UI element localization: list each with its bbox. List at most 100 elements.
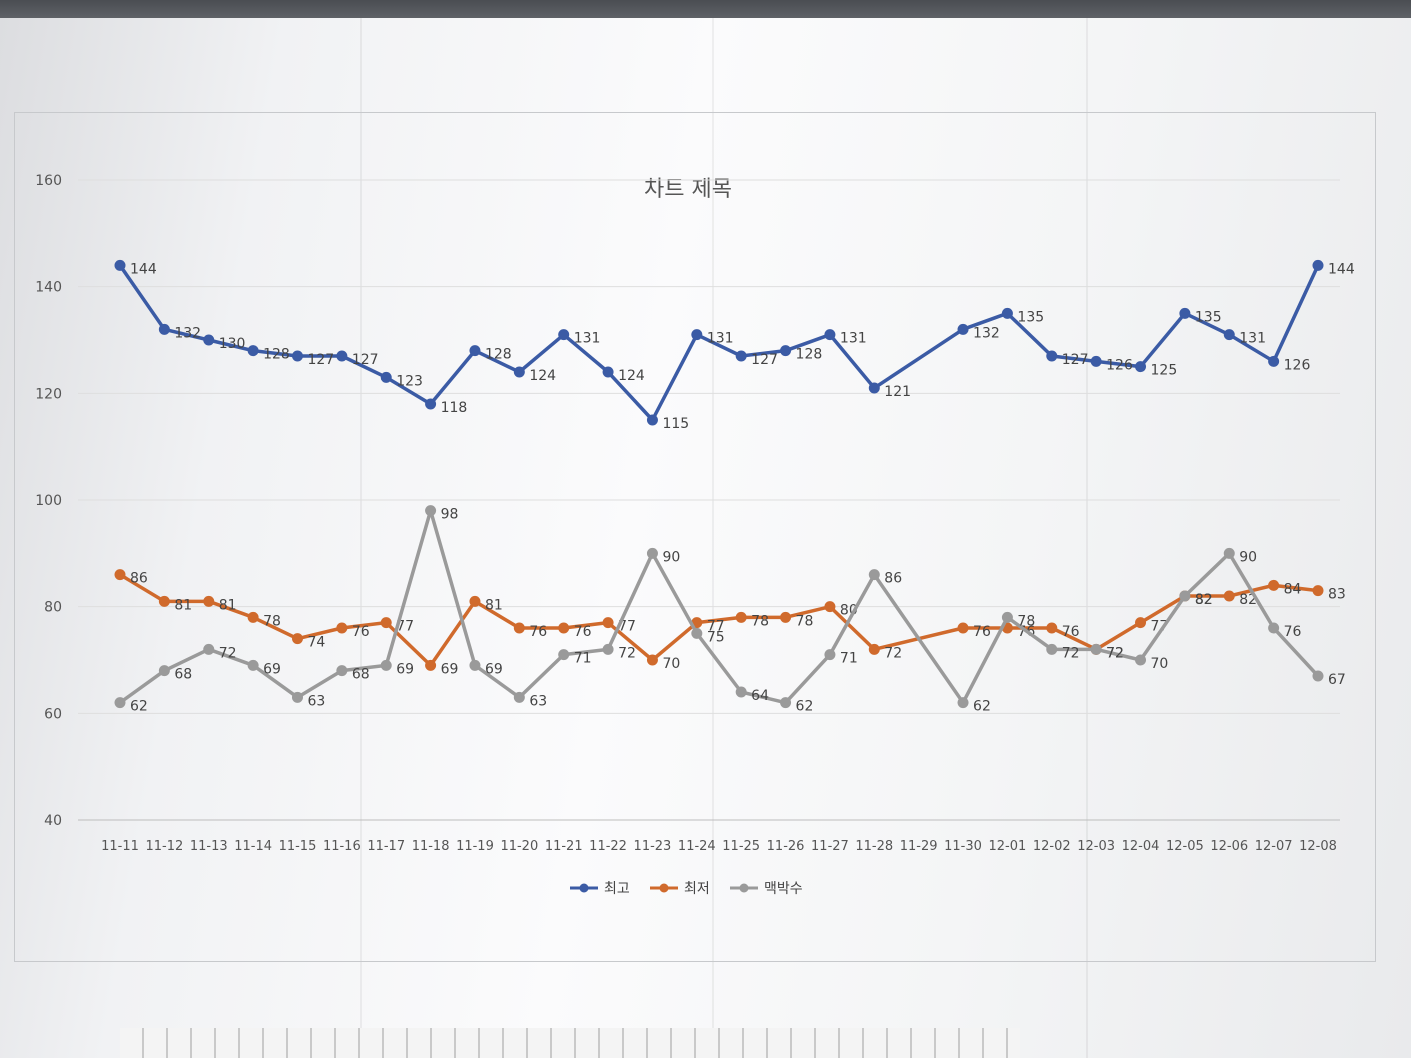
bottom-paper-strip bbox=[120, 1028, 1020, 1058]
data-point bbox=[691, 627, 703, 639]
data-label: 67 bbox=[1328, 672, 1346, 688]
data-label: 126 bbox=[1284, 357, 1311, 373]
data-label: 72 bbox=[884, 645, 902, 661]
data-label: 84 bbox=[1284, 581, 1302, 597]
data-point bbox=[291, 350, 303, 362]
legend-marker-0 bbox=[579, 883, 589, 893]
data-label: 126 bbox=[1106, 357, 1133, 373]
data-point bbox=[1268, 355, 1280, 367]
data-point bbox=[646, 547, 658, 559]
data-label: 115 bbox=[662, 416, 689, 432]
data-label: 78 bbox=[796, 613, 814, 629]
x-tick-label: 11-21 bbox=[545, 839, 583, 854]
data-point bbox=[158, 665, 170, 677]
data-point bbox=[957, 622, 969, 634]
data-label: 74 bbox=[307, 635, 325, 651]
data-label: 82 bbox=[1195, 592, 1213, 608]
data-label: 125 bbox=[1151, 363, 1178, 379]
data-label: 135 bbox=[1017, 309, 1044, 325]
data-point bbox=[602, 643, 614, 655]
legend-label-0: 최고 bbox=[604, 881, 630, 897]
data-point bbox=[1046, 350, 1058, 362]
data-label: 78 bbox=[1017, 613, 1035, 629]
data-point bbox=[380, 371, 392, 383]
x-tick-label: 11-18 bbox=[412, 839, 450, 854]
data-label: 71 bbox=[840, 651, 858, 667]
data-point bbox=[1268, 579, 1280, 591]
data-point bbox=[558, 622, 570, 634]
data-point bbox=[868, 569, 880, 581]
data-label: 127 bbox=[352, 352, 379, 368]
x-tick-label: 12-03 bbox=[1077, 839, 1115, 854]
data-label: 131 bbox=[707, 331, 734, 347]
data-point bbox=[203, 595, 215, 607]
data-label: 72 bbox=[1062, 645, 1080, 661]
data-label: 90 bbox=[1239, 549, 1257, 565]
data-label: 77 bbox=[1151, 619, 1169, 635]
data-label: 144 bbox=[1328, 261, 1355, 277]
data-label: 76 bbox=[352, 624, 370, 640]
data-point bbox=[780, 697, 792, 709]
data-label: 127 bbox=[307, 352, 334, 368]
data-point bbox=[469, 345, 481, 357]
data-point bbox=[425, 398, 437, 410]
data-point bbox=[957, 697, 969, 709]
data-label: 127 bbox=[751, 352, 778, 368]
data-label: 72 bbox=[1106, 645, 1124, 661]
data-point bbox=[1179, 307, 1191, 319]
y-tick-label: 100 bbox=[35, 493, 62, 509]
data-label: 127 bbox=[1062, 352, 1089, 368]
x-tick-label: 11-24 bbox=[678, 839, 716, 854]
data-point bbox=[646, 414, 658, 426]
data-point bbox=[735, 350, 747, 362]
data-label: 132 bbox=[174, 325, 201, 341]
data-point bbox=[513, 366, 525, 378]
x-tick-label: 11-30 bbox=[944, 839, 982, 854]
data-point bbox=[425, 505, 437, 517]
data-point bbox=[735, 686, 747, 698]
legend-marker-1 bbox=[659, 883, 669, 893]
paper-fold-middle bbox=[712, 18, 714, 1058]
y-tick-label: 60 bbox=[44, 706, 62, 722]
x-tick-label: 12-01 bbox=[989, 839, 1027, 854]
data-label: 68 bbox=[174, 667, 192, 683]
data-point bbox=[247, 345, 259, 357]
legend-label-2: 맥박수 bbox=[764, 881, 803, 897]
data-label: 128 bbox=[263, 347, 290, 363]
data-label: 135 bbox=[1195, 309, 1222, 325]
data-label: 68 bbox=[352, 667, 370, 683]
data-point bbox=[868, 643, 880, 655]
x-tick-label: 11-22 bbox=[589, 839, 627, 854]
data-label: 76 bbox=[1284, 624, 1302, 640]
x-tick-label: 11-12 bbox=[145, 839, 183, 854]
x-tick-label: 11-17 bbox=[367, 839, 405, 854]
data-point bbox=[1135, 361, 1147, 373]
data-label: 63 bbox=[307, 693, 325, 709]
data-label: 72 bbox=[618, 645, 636, 661]
data-point bbox=[203, 643, 215, 655]
data-label: 76 bbox=[973, 624, 991, 640]
data-point bbox=[1223, 590, 1235, 602]
data-point bbox=[1135, 654, 1147, 666]
data-point bbox=[380, 659, 392, 671]
chart-frame bbox=[14, 112, 1376, 962]
data-label: 78 bbox=[751, 613, 769, 629]
data-label: 128 bbox=[485, 347, 512, 363]
data-point bbox=[114, 259, 126, 271]
data-label: 123 bbox=[396, 373, 423, 389]
data-point bbox=[114, 697, 126, 709]
data-label: 131 bbox=[1239, 331, 1266, 347]
data-point bbox=[291, 633, 303, 645]
data-point bbox=[691, 329, 703, 341]
y-tick-label: 160 bbox=[35, 173, 62, 189]
data-point bbox=[1135, 617, 1147, 629]
data-label: 81 bbox=[174, 597, 192, 613]
data-label: 124 bbox=[529, 368, 556, 384]
data-point bbox=[380, 617, 392, 629]
data-label: 121 bbox=[884, 384, 911, 400]
data-point bbox=[513, 622, 525, 634]
x-tick-label: 11-15 bbox=[279, 839, 317, 854]
data-label: 72 bbox=[219, 645, 237, 661]
data-label: 128 bbox=[796, 347, 823, 363]
